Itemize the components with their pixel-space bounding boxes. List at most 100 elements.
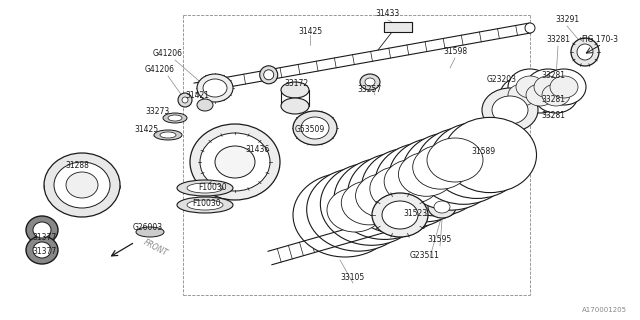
Ellipse shape [525,23,535,33]
Text: 31436: 31436 [246,146,270,155]
Bar [384,22,412,32]
Ellipse shape [444,117,536,193]
Text: G53509: G53509 [295,125,325,134]
Text: G41206: G41206 [153,50,183,59]
Ellipse shape [168,115,182,121]
Ellipse shape [542,69,586,105]
Text: 31425: 31425 [134,125,158,134]
Ellipse shape [492,96,528,124]
Ellipse shape [281,98,309,114]
Ellipse shape [321,163,422,245]
Ellipse shape [136,227,164,237]
Text: F10030: F10030 [193,199,221,209]
Ellipse shape [518,77,562,113]
Ellipse shape [44,153,120,217]
Ellipse shape [327,188,383,232]
Ellipse shape [508,69,552,105]
Ellipse shape [334,158,435,239]
Text: 31589: 31589 [471,147,495,156]
Ellipse shape [197,99,213,111]
Ellipse shape [508,84,536,106]
Ellipse shape [178,93,192,107]
Ellipse shape [187,200,223,210]
Ellipse shape [307,168,410,251]
Ellipse shape [203,79,227,97]
Ellipse shape [190,124,280,200]
Ellipse shape [360,74,380,90]
Ellipse shape [66,172,98,198]
Ellipse shape [260,66,278,84]
Ellipse shape [362,148,460,228]
Ellipse shape [54,162,110,208]
Ellipse shape [534,77,578,113]
Ellipse shape [154,130,182,140]
Ellipse shape [428,196,456,218]
Text: 31598: 31598 [443,47,467,57]
Ellipse shape [356,174,412,218]
Ellipse shape [416,127,511,204]
Ellipse shape [542,84,570,106]
Ellipse shape [526,84,554,106]
Text: 31377: 31377 [33,247,57,257]
Text: 33273: 33273 [146,108,170,116]
Ellipse shape [413,145,468,189]
Ellipse shape [348,153,448,234]
Text: 31523: 31523 [403,209,427,218]
Text: 31288: 31288 [65,161,89,170]
Ellipse shape [430,123,524,198]
Text: A170001205: A170001205 [582,307,627,313]
Ellipse shape [550,76,578,98]
Text: 33281: 33281 [541,70,565,79]
Ellipse shape [281,82,309,98]
Ellipse shape [526,69,570,105]
Ellipse shape [33,222,51,238]
Ellipse shape [177,197,233,213]
Ellipse shape [365,78,375,86]
Text: 33281: 33281 [541,95,565,105]
Ellipse shape [341,181,397,225]
Ellipse shape [163,113,187,123]
Text: 31377: 31377 [33,234,57,243]
Ellipse shape [382,201,418,229]
Text: 31421: 31421 [185,92,209,100]
Ellipse shape [215,146,255,178]
Text: 33172: 33172 [284,78,308,87]
Text: 33281: 33281 [541,110,565,119]
Ellipse shape [372,193,428,237]
Ellipse shape [293,173,397,257]
Text: G26003: G26003 [133,222,163,231]
Ellipse shape [370,167,426,211]
Text: G41206: G41206 [145,66,175,75]
Ellipse shape [516,76,544,98]
Ellipse shape [264,70,274,80]
Text: 31433: 31433 [376,10,400,19]
Ellipse shape [26,216,58,244]
Text: 31425: 31425 [298,28,322,36]
Ellipse shape [26,236,58,264]
Ellipse shape [197,74,233,102]
Ellipse shape [500,77,544,113]
Text: 33281: 33281 [546,36,570,44]
Ellipse shape [293,111,337,145]
Ellipse shape [301,117,329,139]
Ellipse shape [177,180,233,196]
Ellipse shape [187,183,223,193]
Ellipse shape [399,152,454,196]
Ellipse shape [384,159,440,204]
Ellipse shape [577,44,593,60]
Ellipse shape [534,76,562,98]
Ellipse shape [33,242,51,258]
Ellipse shape [403,132,499,210]
Ellipse shape [388,138,486,216]
Ellipse shape [375,143,473,222]
Ellipse shape [482,88,538,132]
Ellipse shape [571,38,599,66]
Ellipse shape [200,133,270,191]
Text: FRONT: FRONT [141,238,168,258]
Text: F10030: F10030 [198,183,227,193]
Text: FIG.170-3: FIG.170-3 [582,36,618,44]
Text: 33257: 33257 [358,84,382,93]
Text: G23203: G23203 [487,75,517,84]
Ellipse shape [160,132,176,138]
Ellipse shape [427,138,483,182]
